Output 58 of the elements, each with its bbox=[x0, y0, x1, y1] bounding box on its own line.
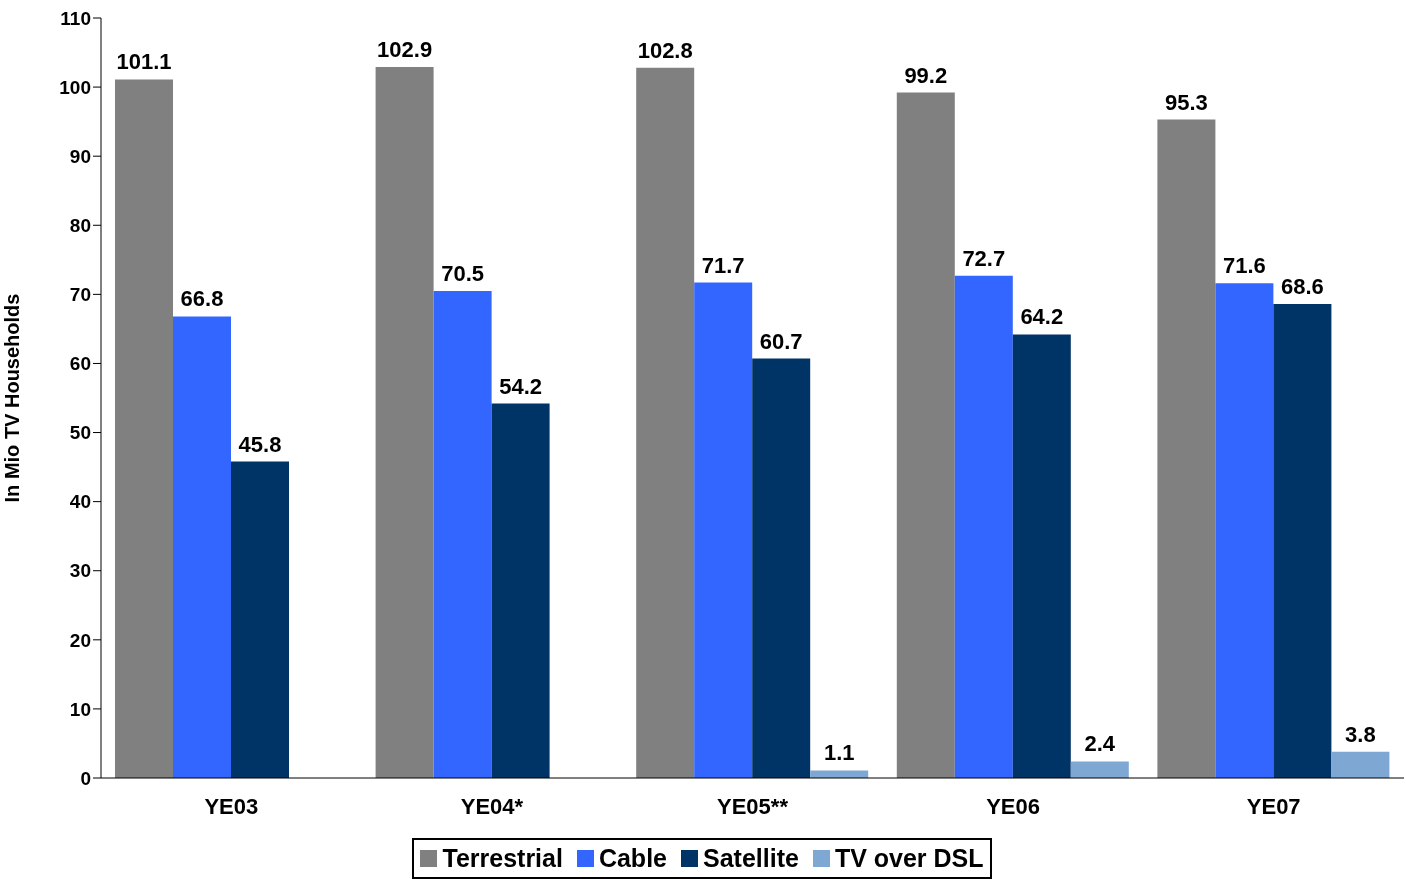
y-tick-label: 40 bbox=[69, 491, 91, 513]
y-tick-label: 20 bbox=[69, 629, 91, 651]
x-tick-label: YE05** bbox=[717, 793, 789, 819]
bar bbox=[375, 67, 434, 778]
data-label: 70.5 bbox=[441, 260, 485, 286]
y-tick-label: 30 bbox=[69, 560, 91, 582]
data-label: 45.8 bbox=[238, 431, 282, 457]
y-axis-title: In Mio TV Households bbox=[1, 293, 24, 503]
y-tick-label: 0 bbox=[80, 767, 91, 789]
data-label: 1.1 bbox=[823, 740, 855, 766]
data-label: 54.2 bbox=[499, 373, 543, 399]
data-label: 60.7 bbox=[759, 328, 803, 354]
data-label: 66.8 bbox=[180, 286, 224, 312]
data-label: 64.2 bbox=[1020, 304, 1064, 330]
bar bbox=[1012, 334, 1071, 778]
data-label: 68.6 bbox=[1280, 274, 1324, 300]
bar bbox=[231, 461, 289, 778]
bar bbox=[115, 79, 173, 778]
x-tick-label: YE04* bbox=[460, 793, 524, 819]
bar bbox=[636, 67, 695, 778]
data-label: 3.8 bbox=[1345, 721, 1376, 747]
x-tick-label: YE03 bbox=[204, 793, 259, 819]
bar bbox=[694, 282, 753, 778]
y-tick-label: 110 bbox=[60, 7, 91, 29]
data-label: 101.1 bbox=[116, 49, 172, 75]
data-label: 102.8 bbox=[637, 37, 693, 63]
legend-label: Terrestrial bbox=[441, 844, 563, 873]
x-tick-label: YE07 bbox=[1246, 793, 1301, 819]
y-tick-label: 50 bbox=[69, 422, 91, 444]
legend-label: TV over DSL bbox=[833, 844, 984, 873]
data-label: 102.9 bbox=[377, 37, 433, 63]
data-label: 95.3 bbox=[1164, 89, 1208, 115]
y-tick-label: 80 bbox=[69, 215, 91, 237]
data-label: 99.2 bbox=[904, 62, 948, 88]
data-label: 2.4 bbox=[1084, 731, 1116, 757]
bar bbox=[491, 403, 550, 778]
data-label: 71.7 bbox=[701, 252, 745, 278]
bar bbox=[1157, 119, 1216, 778]
legend-label: Cable bbox=[597, 844, 667, 873]
bar bbox=[896, 92, 955, 778]
y-tick-label: 100 bbox=[59, 76, 91, 98]
y-tick-label: 10 bbox=[69, 698, 91, 720]
y-tick-label: 60 bbox=[69, 353, 91, 375]
bar bbox=[1215, 283, 1274, 778]
bar bbox=[1331, 751, 1390, 778]
legend-label: Satellite bbox=[702, 844, 799, 873]
y-tick-label: 90 bbox=[69, 145, 91, 167]
bar bbox=[433, 290, 492, 778]
bar bbox=[752, 358, 811, 778]
data-label: 72.7 bbox=[962, 245, 1006, 271]
bar bbox=[173, 316, 231, 778]
bar bbox=[810, 770, 869, 778]
bar bbox=[1273, 304, 1332, 778]
data-label: 71.6 bbox=[1222, 253, 1266, 279]
y-tick-label: 70 bbox=[69, 284, 91, 306]
bar bbox=[1070, 761, 1129, 778]
x-tick-label: YE06 bbox=[986, 793, 1041, 819]
bar bbox=[954, 275, 1013, 778]
